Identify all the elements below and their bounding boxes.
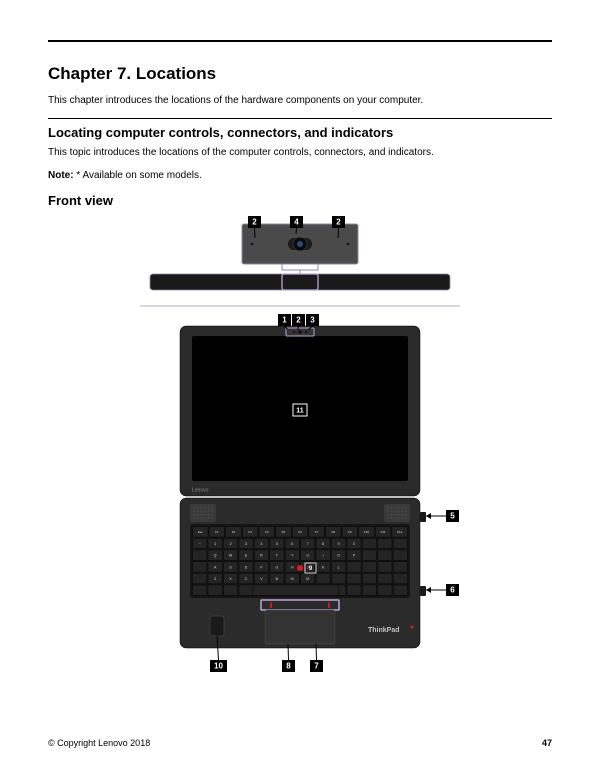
note-text: * Available on some models. (74, 170, 202, 181)
svg-text:F2: F2 (232, 530, 236, 534)
svg-text:F: F (260, 565, 262, 569)
document-page: Chapter 7. Locations This chapter introd… (0, 0, 600, 776)
svg-text:5: 5 (450, 512, 455, 521)
svg-text:~: ~ (199, 542, 201, 546)
svg-text:L: L (338, 565, 340, 569)
chapter-title: Chapter 7. Locations (48, 64, 552, 84)
svg-text:F9: F9 (348, 530, 352, 534)
svg-text:M: M (306, 577, 309, 581)
svg-text:5: 5 (276, 542, 278, 546)
svg-text:6: 6 (291, 542, 293, 546)
subsection-title: Front view (48, 193, 552, 208)
footer-copyright: © Copyright Lenovo 2018 (48, 738, 150, 748)
svg-text:2: 2 (296, 316, 301, 325)
svg-text:7: 7 (307, 542, 309, 546)
svg-text:Esc: Esc (198, 530, 204, 534)
front-view-diagram: 242Lenovo11EscF1F2F3F4F5F6F7F8F9F10F11F1… (110, 216, 490, 686)
svg-text:2: 2 (336, 218, 341, 227)
svg-text:10: 10 (214, 662, 223, 671)
svg-text:Q: Q (214, 554, 217, 558)
section-rule (48, 118, 552, 119)
svg-text:F4: F4 (265, 530, 269, 534)
svg-text:1: 1 (214, 542, 216, 546)
svg-text:8: 8 (322, 542, 324, 546)
svg-text:F5: F5 (282, 530, 286, 534)
top-rule (48, 40, 552, 42)
svg-text:F8: F8 (331, 530, 335, 534)
svg-text:F6: F6 (298, 530, 302, 534)
page-footer: © Copyright Lenovo 2018 47 (48, 738, 552, 748)
svg-text:Lenovo: Lenovo (192, 487, 209, 493)
note-label: Note: (48, 170, 74, 181)
svg-text:F1: F1 (215, 530, 219, 534)
svg-text:G: G (275, 565, 278, 569)
svg-text:7: 7 (314, 662, 319, 671)
section-title: Locating computer controls, connectors, … (48, 125, 552, 140)
svg-text:O: O (337, 554, 340, 558)
chapter-intro: This chapter introduces the locations of… (48, 94, 552, 108)
footer-page-number: 47 (542, 738, 552, 748)
svg-text:I: I (323, 554, 324, 558)
svg-text:0: 0 (353, 542, 355, 546)
svg-text:6: 6 (450, 586, 455, 595)
svg-text:F12: F12 (397, 530, 403, 534)
svg-text:4: 4 (260, 542, 262, 546)
svg-text:F3: F3 (248, 530, 252, 534)
svg-text:2: 2 (252, 218, 257, 227)
svg-text:11: 11 (296, 407, 304, 414)
note: Note: * Available on some models. (48, 170, 552, 181)
svg-text:3: 3 (245, 542, 247, 546)
svg-text:F7: F7 (315, 530, 319, 534)
svg-text:3: 3 (310, 316, 315, 325)
svg-text:ThinkPad: ThinkPad (368, 627, 400, 634)
svg-text:4: 4 (294, 218, 299, 227)
figure-container: 242Lenovo11EscF1F2F3F4F5F6F7F8F9F10F11F1… (48, 216, 552, 686)
svg-text:1: 1 (282, 316, 287, 325)
svg-text:2: 2 (230, 542, 232, 546)
svg-text:F10: F10 (364, 530, 370, 534)
svg-text:9: 9 (338, 542, 340, 546)
section-intro: This topic introduces the locations of t… (48, 146, 552, 160)
svg-text:8: 8 (286, 662, 291, 671)
svg-text:F11: F11 (381, 530, 386, 534)
